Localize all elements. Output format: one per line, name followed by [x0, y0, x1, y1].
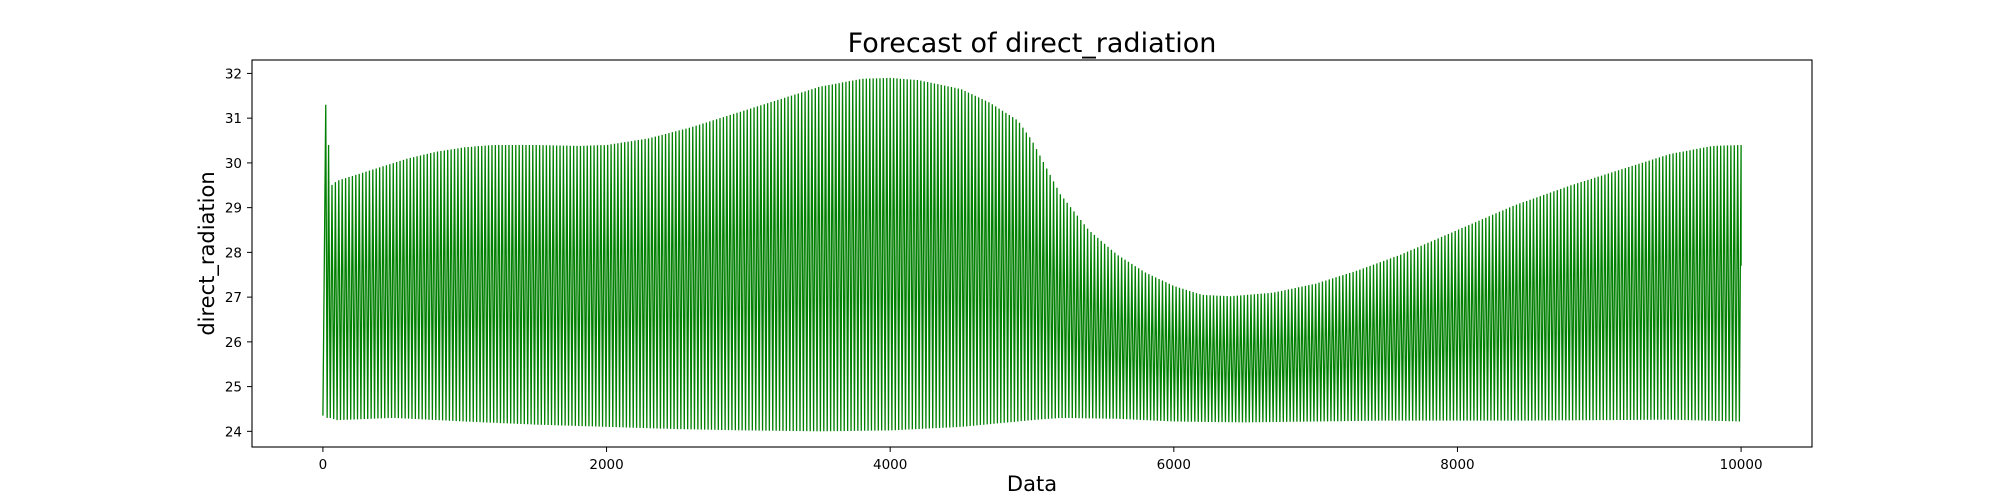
- y-tick-label: 32: [225, 66, 242, 82]
- y-tick-label: 31: [225, 111, 242, 127]
- y-tick-label: 27: [225, 290, 242, 306]
- x-tick-label: 6000: [1157, 457, 1191, 473]
- x-tick-label: 4000: [873, 457, 907, 473]
- x-tick-label: 0: [319, 457, 328, 473]
- y-tick-label: 29: [225, 201, 242, 217]
- y-tick-label: 24: [225, 424, 242, 440]
- y-axis: 24 25 26 27 28 29 30 31 32: [225, 66, 252, 440]
- axes-frame: [251, 59, 1813, 448]
- x-axis: 0 2000 4000 6000 8000 10000: [319, 447, 1763, 473]
- y-tick-label: 26: [225, 335, 242, 351]
- series-line-0: [322, 77, 1742, 432]
- plot-area: [322, 77, 1742, 432]
- y-tick-label: 25: [225, 380, 242, 396]
- y-tick-label: 28: [225, 245, 242, 261]
- y-axis-label: direct_radiation: [195, 171, 220, 335]
- chart-title: Forecast of direct_radiation: [848, 28, 1217, 59]
- x-tick-label: 8000: [1440, 457, 1474, 473]
- x-tick-label: 10000: [1720, 457, 1763, 473]
- x-tick-label: 2000: [589, 457, 623, 473]
- y-tick-label: 30: [225, 156, 242, 172]
- x-axis-label: Data: [1007, 472, 1057, 496]
